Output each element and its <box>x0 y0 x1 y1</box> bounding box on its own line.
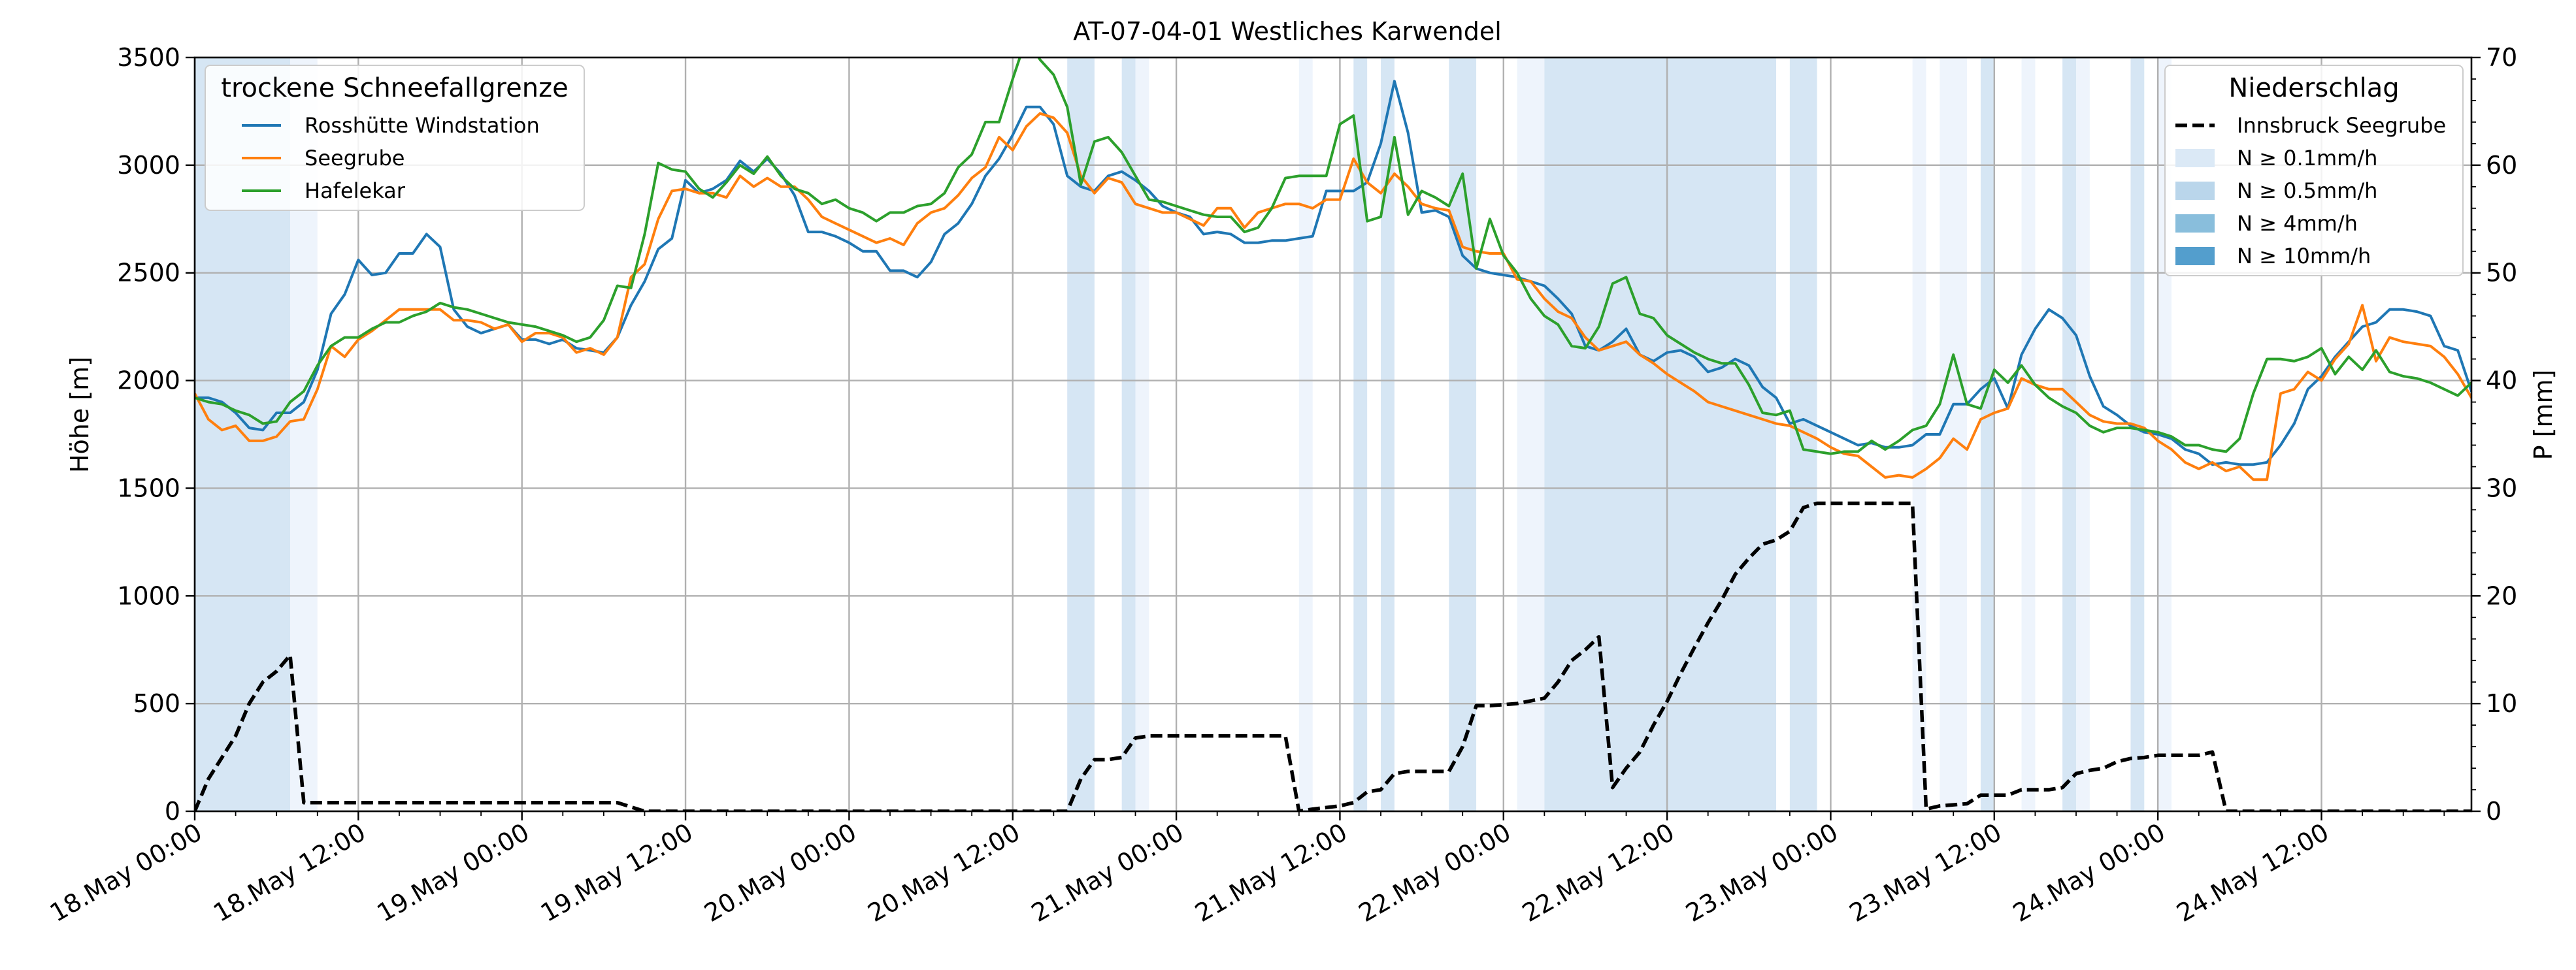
legend-right-box <box>2164 65 2464 276</box>
legend-right-swatch-band <box>2175 149 2215 167</box>
legend-right-label: N ≥ 10mm/h <box>2237 244 2371 268</box>
legend-right-title: Niederschlag <box>2228 73 2399 103</box>
precip-band <box>1980 57 1994 811</box>
series <box>195 57 2471 811</box>
legend-right-swatch-band <box>2175 182 2215 200</box>
precip-band <box>2021 57 2036 811</box>
legend-right-label: N ≥ 0.5mm/h <box>2237 178 2377 203</box>
precip-band <box>1517 57 1545 811</box>
y-tick-label-left: 0 <box>165 797 180 826</box>
legend-right-label: Innsbruck Seegrube <box>2237 113 2446 138</box>
chart-title: AT-07-04-01 Westliches Karwendel <box>1073 17 1502 46</box>
y-tick-label-left: 2000 <box>117 366 180 395</box>
precip-band <box>1135 57 1149 811</box>
y-tick-label-left: 500 <box>133 689 180 718</box>
series-line <box>195 80 2471 466</box>
legend-right-label: N ≥ 4mm/h <box>2237 211 2358 236</box>
y-tick-label-right: 10 <box>2486 689 2517 718</box>
y-axis-label-left: Höhe [m] <box>65 357 94 473</box>
precip-band <box>1544 57 1777 811</box>
y-tick-label-right: 40 <box>2486 366 2517 395</box>
precip-band <box>1940 57 1968 811</box>
legend-right-label: N ≥ 0.1mm/h <box>2237 146 2377 170</box>
precip-band <box>1789 57 1817 811</box>
legend-right-swatch-band <box>2175 247 2215 265</box>
y-tick-label-right: 30 <box>2486 474 2517 502</box>
series-line <box>195 57 2471 455</box>
series-line <box>195 501 2471 811</box>
y-tick-label-left: 1500 <box>117 474 180 502</box>
precip-band <box>2062 57 2076 811</box>
legend-left-label: Seegrube <box>305 146 405 170</box>
legend-left-box <box>205 65 585 211</box>
y-axis-label-right: P [mm] <box>2529 370 2558 461</box>
series-line <box>195 112 2471 481</box>
precip-band <box>1121 57 1136 811</box>
y-tick-label-right: 70 <box>2486 43 2517 72</box>
legend-left-label: Rosshütte Windstation <box>305 113 540 138</box>
y-tick-label-left: 1000 <box>117 581 180 610</box>
precip-band <box>1353 57 1368 811</box>
legend-left-title: trockene Schneefallgrenze <box>221 73 568 103</box>
precip-band <box>2130 57 2145 811</box>
precip-band <box>1381 57 1395 811</box>
y-tick-label-left: 2500 <box>117 259 180 287</box>
y-tick-label-left: 3000 <box>117 151 180 180</box>
precip-band <box>1298 57 1313 811</box>
y-tick-label-right: 60 <box>2486 151 2517 180</box>
y-tick-label-right: 50 <box>2486 259 2517 287</box>
precip-band <box>1067 57 1095 811</box>
legend-right-swatch-band <box>2175 214 2215 233</box>
precip-band <box>1912 57 1926 811</box>
y-tick-label-right: 0 <box>2486 797 2502 826</box>
y-tick-label-right: 20 <box>2486 581 2517 610</box>
precip-band <box>1449 57 1477 811</box>
plot-frame <box>193 56 2473 813</box>
legends: trockene Schneefallgrenze Rosshütte Winds… <box>205 65 2464 276</box>
legend-left-label: Hafelekar <box>305 178 406 203</box>
y-tick-label-left: 3500 <box>117 43 180 72</box>
precip-band <box>2075 57 2090 811</box>
